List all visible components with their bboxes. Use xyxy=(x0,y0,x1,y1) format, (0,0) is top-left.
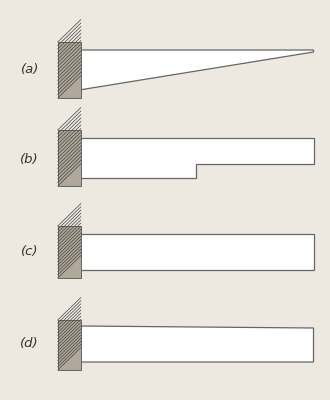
Polygon shape xyxy=(79,138,314,178)
Bar xyxy=(58,42,81,98)
Text: (a): (a) xyxy=(20,64,39,76)
Bar xyxy=(58,226,81,278)
Text: (b): (b) xyxy=(20,154,39,166)
Polygon shape xyxy=(79,326,314,362)
Text: (d): (d) xyxy=(20,338,39,350)
Polygon shape xyxy=(79,234,314,270)
Text: (c): (c) xyxy=(21,246,39,258)
Polygon shape xyxy=(79,50,314,90)
Bar xyxy=(58,320,81,370)
Bar xyxy=(58,130,81,186)
